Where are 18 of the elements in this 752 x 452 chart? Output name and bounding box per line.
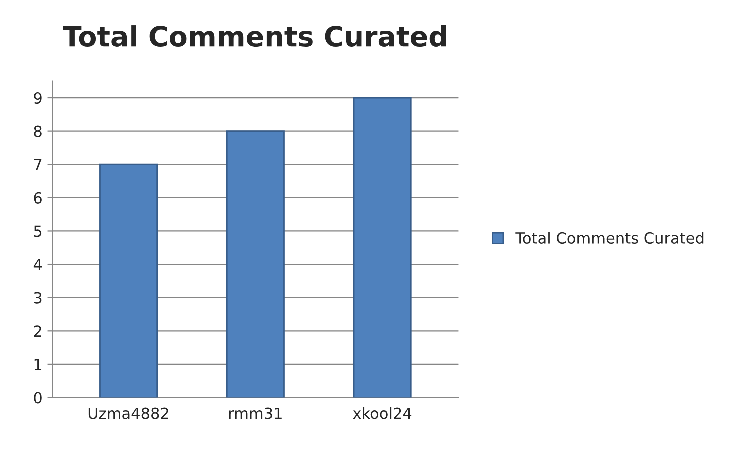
x-tick-label: xkool24 (353, 407, 412, 420)
y-tick-label: 5 (34, 226, 42, 238)
y-tick-label: 9 (34, 92, 42, 104)
x-tick-label: rmm31 (229, 408, 282, 420)
bar (226, 130, 285, 398)
bar (100, 164, 158, 398)
chart-title: Total Comments Curated (63, 26, 446, 48)
y-tick-label: 4 (34, 259, 42, 270)
y-tick-label: 7 (34, 159, 42, 170)
y-tick-label: 2 (34, 326, 42, 337)
y-tick-label: 3 (34, 292, 42, 304)
y-tick-label: 8 (34, 126, 42, 138)
y-tick-label: 1 (34, 359, 42, 370)
x-tick-label: Uzma4882 (88, 408, 168, 420)
bar (353, 97, 412, 398)
y-tick-label: 0 (34, 392, 42, 404)
legend-label: Total Comments Curated (516, 232, 704, 244)
y-tick-label: 6 (34, 192, 42, 204)
